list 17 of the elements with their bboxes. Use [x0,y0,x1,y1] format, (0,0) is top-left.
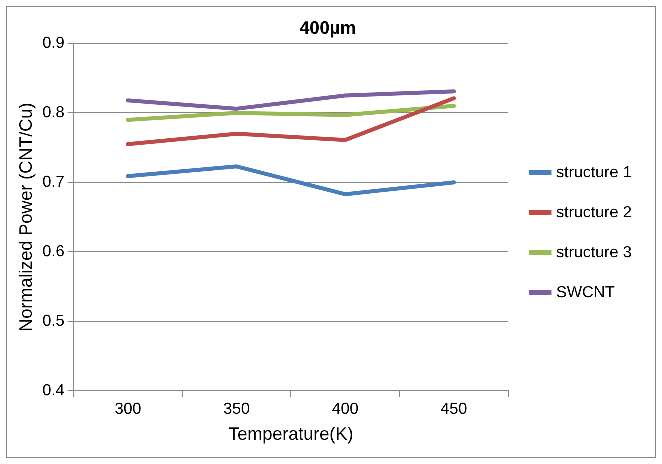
chart-title: 400µm [300,18,356,38]
x-tick-label: 300 [114,401,142,418]
y-tick-label: 0.7 [42,174,65,192]
legend-label: structure 2 [556,204,632,222]
y-tick-label: 0.8 [42,104,65,122]
legend-label: SWCNT [556,284,616,302]
x-tick-label: 350 [223,401,250,418]
y-tick-label: 0.5 [42,313,65,330]
x-tick-label: 400 [332,401,359,418]
y-axis-title: Normalized Power (CNT/Cu) [16,102,36,332]
x-tick-label: 450 [440,401,468,418]
x-axis-title: Temperature(K) [228,424,354,444]
legend-label: structure 1 [556,164,632,182]
y-tick-label: 0.9 [42,35,65,52]
legend-label: structure 3 [556,244,632,262]
y-tick-label: 0.6 [42,244,65,261]
y-tick-label: 0.4 [42,382,65,400]
